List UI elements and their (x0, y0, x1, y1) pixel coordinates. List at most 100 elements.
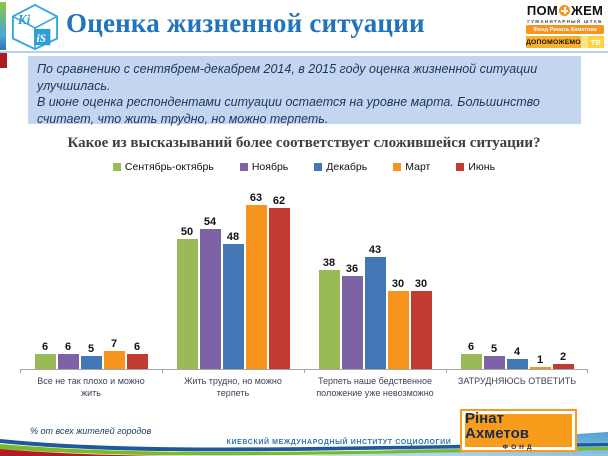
bar-cell: 54 (199, 215, 221, 370)
category-label: Все не так плохо и можно жить (37, 376, 145, 399)
data-label: 48 (226, 231, 240, 244)
bar (103, 351, 125, 370)
legend-item: Ноябрь (239, 161, 289, 174)
bar (552, 364, 574, 370)
x-axis-line (20, 369, 588, 374)
axis-tick (162, 369, 163, 374)
bar (364, 257, 386, 370)
legend-swatch (314, 163, 323, 172)
bar-cell: 5 (80, 343, 102, 370)
bar-cell: 7 (103, 338, 125, 370)
fund-subtitle-line-left (475, 446, 498, 449)
fund-name: Рінат Ахметов (465, 410, 529, 442)
bar (318, 270, 340, 370)
bar (222, 244, 244, 370)
tv-badge: ТВ (587, 36, 604, 48)
bar-cell: 6 (460, 340, 482, 370)
kiis-logo-top-text: Ki (17, 12, 31, 27)
axis-tick (446, 369, 447, 374)
data-label: 6 (133, 340, 141, 353)
bar (57, 353, 79, 370)
legend-label: Март (405, 161, 431, 174)
data-label: 38 (322, 257, 336, 270)
kiis-logo-icon: Ki iS (11, 3, 59, 51)
bar-cell: 63 (245, 192, 267, 370)
bar-group: 6 5 4 1 2 (446, 183, 588, 370)
data-label: 1 (536, 353, 544, 366)
axis-tick (304, 369, 305, 374)
bar (245, 205, 267, 370)
legend-item: Март (393, 161, 430, 173)
bar-cell: 62 (268, 195, 290, 370)
header-divider (0, 51, 608, 53)
fund-subtitle-row: ФОНД (475, 444, 562, 451)
legend-label: Ноябрь (251, 161, 289, 174)
legend-swatch (112, 163, 121, 172)
bar-cell: 38 (318, 257, 340, 370)
bar-cell: 48 (222, 231, 244, 370)
legend-item: Декабрь (314, 161, 367, 173)
bar (199, 228, 221, 370)
summary-box: По сравнению с сентябрем-декабрем 2014, … (28, 56, 581, 126)
data-label: 6 (41, 340, 49, 353)
bar (176, 239, 198, 370)
bar-cell: 50 (176, 226, 198, 370)
pomozhem-brand-right: ЖЕМ (571, 3, 604, 18)
plus-circle-icon (559, 5, 571, 16)
bar (506, 358, 528, 370)
bar (341, 275, 363, 370)
fund-subtitle-line-right (539, 446, 562, 449)
data-label: 43 (368, 244, 382, 257)
bar-cell: 30 (410, 278, 432, 370)
data-label: 6 (467, 340, 475, 353)
legend-label: Сентябрь-октябрь (124, 161, 214, 174)
bar-cell: 2 (552, 351, 574, 370)
bar-group: 6 6 5 7 6 (20, 183, 162, 370)
legend-swatch (456, 163, 465, 172)
institute-credit: КИЕВСКИЙ МЕЖДУНАРОДНЫЙ ИНСТИТУТ СОЦИОЛОГ… (226, 439, 452, 446)
data-label: 5 (490, 343, 498, 356)
bar-cell: 43 (364, 244, 386, 370)
bar (80, 356, 102, 370)
data-label: 50 (180, 226, 194, 239)
data-label: 4 (513, 345, 521, 358)
dopomozhemo-label: ДОПОМОЖЕМО (526, 36, 581, 48)
bar-cell: 5 (483, 343, 505, 370)
chart-plot-area: 6 6 5 7 6 50 54 48 63 62 38 36 43 30 30 6 5 4 1 2 (20, 183, 588, 370)
slide-title: Оценка жизненной ситуации (66, 8, 425, 38)
category-label: Жить трудно, но можно терпеть (184, 376, 282, 399)
bar-chart: Какое из высказываний более соответствуе… (20, 133, 588, 400)
bar (410, 291, 432, 370)
axis-tick (20, 369, 21, 374)
dopomozhemo-strip: ДОПОМОЖЕМО ТВ (526, 36, 604, 48)
bar-cell: 6 (34, 340, 56, 370)
kiis-logo-bottom-text: iS (36, 33, 46, 45)
legend-swatch (239, 163, 248, 172)
legend-swatch (393, 163, 402, 172)
bar-cell: 4 (506, 345, 528, 370)
bar (387, 291, 409, 370)
data-label: 2 (559, 351, 567, 364)
fund-subtitle: ФОНД (502, 444, 535, 451)
left-edge-red-decor (0, 51, 7, 68)
data-label: 54 (203, 215, 217, 228)
rinat-akhmetov-fund-logo: Рінат Ахметов ФОНД (462, 410, 575, 451)
bar (126, 353, 148, 370)
bar-cell: 6 (126, 340, 148, 370)
legend-label: Июнь (468, 161, 496, 174)
bar-group: 50 54 48 63 62 (162, 183, 304, 370)
bar (483, 356, 505, 370)
data-label: 7 (110, 338, 118, 351)
data-label: 62 (272, 195, 286, 208)
pomozhem-fund-banner: Фонд Рината Ахметова (526, 25, 604, 34)
summary-line-1: По сравнению с сентябрем-декабрем 2014, … (37, 62, 538, 93)
pomozhem-tagline: ГУМАНИТАРНЫЙ ШТАБ (527, 18, 603, 24)
pomozhem-brand-left: ПОМ (526, 3, 559, 18)
chart-legend: Сентябрь-октябрь Ноябрь Декабрь Март Июнь (20, 160, 588, 174)
bar-cell: 30 (387, 278, 409, 370)
legend-label: Декабрь (326, 161, 368, 174)
bar-cell: 6 (57, 341, 79, 370)
footnote: % от всех жителей городов (30, 426, 152, 436)
bar (268, 208, 290, 370)
